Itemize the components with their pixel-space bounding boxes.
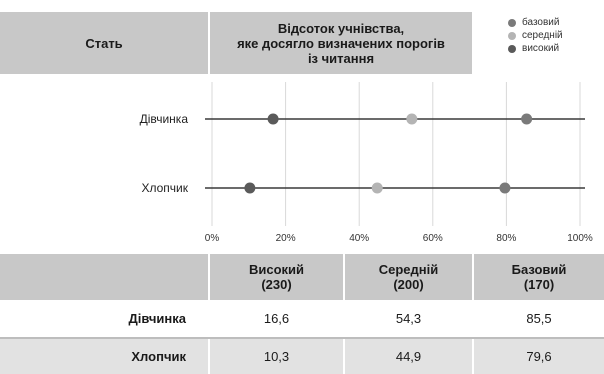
x-tick-label: 100% <box>567 233 593 244</box>
data-point <box>521 113 533 125</box>
table-cell: 54,3 <box>345 300 472 337</box>
row-label-girl: Дівчинка <box>0 300 208 337</box>
category-header: Стать <box>0 12 208 74</box>
category-label: Хлопчик <box>141 181 188 195</box>
legend-item-medium: середній <box>508 29 604 42</box>
column-header-medium: Середній (200) <box>345 254 472 300</box>
table-divider <box>0 337 604 339</box>
table-cell: 79,6 <box>474 339 604 374</box>
category-label: Дівчинка <box>140 112 189 126</box>
x-tick-label: 20% <box>276 233 296 244</box>
legend-item-high: високий <box>508 42 604 55</box>
legend-marker <box>508 31 516 40</box>
table-cell: 85,5 <box>474 300 604 337</box>
column-header-high: Високий (230) <box>210 254 343 300</box>
legend-marker <box>508 18 516 27</box>
legend-marker <box>508 44 516 53</box>
legend-item-basic: базовий <box>508 16 604 29</box>
column-header-basic: Базовий (170) <box>474 254 604 300</box>
legend-label: середній <box>522 30 563 41</box>
dot-plot: 0% 20% 40% 60% 80% 100% Дівчинка Хлопчик <box>140 82 593 244</box>
table-corner <box>0 254 208 300</box>
x-tick-label: 80% <box>496 233 516 244</box>
x-tick-label: 40% <box>349 233 369 244</box>
data-point <box>244 182 256 194</box>
table-cell: 44,9 <box>345 339 472 374</box>
table-cell: 10,3 <box>210 339 343 374</box>
x-tick-label: 0% <box>205 233 220 244</box>
legend-label: високий <box>522 43 560 54</box>
data-point <box>406 113 418 125</box>
legend: базовий середній високий <box>474 12 604 74</box>
data-point <box>499 182 511 194</box>
table-cell: 16,6 <box>210 300 343 337</box>
legend-label: базовий <box>522 17 560 28</box>
x-tick-label: 60% <box>423 233 443 244</box>
data-point <box>267 113 279 125</box>
row-label-boy: Хлопчик <box>0 339 208 374</box>
data-point <box>371 182 383 194</box>
chart-title: Відсоток учнівства, яке досягло визначен… <box>210 12 472 74</box>
